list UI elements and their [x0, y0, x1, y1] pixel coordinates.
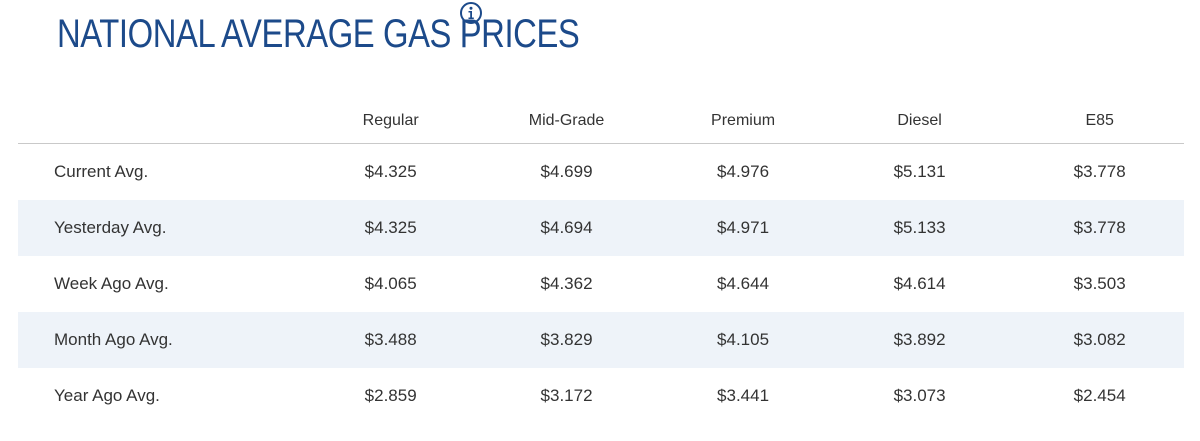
column-header-e85: E85 [1015, 98, 1184, 144]
row-label: Month Ago Avg. [18, 312, 311, 368]
price-cell: $4.362 [540, 274, 593, 293]
price-cell: $3.172 [540, 386, 593, 405]
row-label: Yesterday Avg. [18, 200, 311, 256]
price-cell: $3.488 [310, 312, 471, 368]
info-icon[interactable] [460, 2, 482, 24]
row-label: Current Avg. [54, 162, 149, 181]
price-cell: $4.614 [893, 274, 946, 293]
price-cell: $4.065 [364, 274, 417, 293]
table-header-row: Regular Mid-Grade Premium Diesel E85 [18, 98, 1184, 144]
price-cell: $3.778 [1073, 162, 1126, 181]
price-cell: $3.441 [717, 386, 770, 405]
price-cell: $3.892 [823, 312, 1016, 368]
price-cell: $3.829 [470, 312, 663, 368]
row-label: Week Ago Avg. [54, 274, 169, 293]
page-header: NATIONAL AVERAGE GAS PRICES [57, 8, 694, 60]
price-cell: $3.073 [893, 386, 946, 405]
price-cell: $5.131 [893, 162, 946, 181]
table-row: Week Ago Avg. $4.065 $4.362 $4.644 $4.61… [18, 256, 1184, 312]
price-cell: $3.778 [1015, 200, 1184, 256]
price-cell: $2.859 [364, 386, 417, 405]
row-label: Year Ago Avg. [54, 386, 160, 405]
column-header-blank [18, 98, 311, 144]
price-cell: $2.454 [1073, 386, 1126, 405]
price-cell: $3.082 [1015, 312, 1184, 368]
price-cell: $3.503 [1073, 274, 1126, 293]
table-row: Current Avg. $4.325 $4.699 $4.976 $5.131… [18, 144, 1184, 201]
price-cell: $5.133 [823, 200, 1016, 256]
column-header-diesel: Diesel [823, 98, 1016, 144]
price-cell: $4.971 [662, 200, 824, 256]
info-glyph-icon [468, 6, 474, 19]
gas-prices-table: Regular Mid-Grade Premium Diesel E85 Cur… [18, 98, 1184, 424]
price-cell: $4.976 [717, 162, 770, 181]
page-title: NATIONAL AVERAGE GAS PRICES [57, 12, 580, 56]
price-cell: $4.699 [540, 162, 593, 181]
price-cell: $4.694 [470, 200, 663, 256]
price-cell: $4.644 [717, 274, 770, 293]
column-header-premium: Premium [662, 98, 824, 144]
table-row: Month Ago Avg. $3.488 $3.829 $4.105 $3.8… [18, 312, 1184, 368]
price-cell: $4.105 [662, 312, 824, 368]
price-cell: $4.325 [310, 200, 471, 256]
column-header-mid-grade: Mid-Grade [470, 98, 663, 144]
table-row: Yesterday Avg. $4.325 $4.694 $4.971 $5.1… [18, 200, 1184, 256]
table-row: Year Ago Avg. $2.859 $3.172 $3.441 $3.07… [18, 368, 1184, 424]
price-cell: $4.325 [364, 162, 417, 181]
column-header-regular: Regular [310, 98, 471, 144]
